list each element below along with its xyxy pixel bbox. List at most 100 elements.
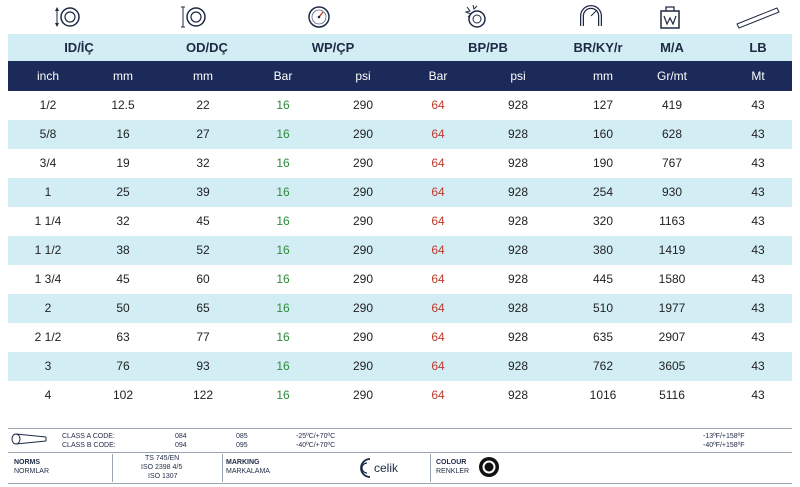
cell-bp-psi: 928 xyxy=(507,330,529,344)
cell-wp-bar: 16 xyxy=(276,272,290,286)
cell-inch: 5/8 xyxy=(39,127,57,141)
cell-od-mm: 22 xyxy=(196,98,210,112)
cell-bp-bar: 64 xyxy=(431,127,445,141)
colour-swatch-icon xyxy=(478,456,500,478)
cell-od-mm: 27 xyxy=(196,127,210,141)
header-ma: M/A xyxy=(660,40,684,55)
cell-bp-psi: 928 xyxy=(507,98,529,112)
header-id: ID/İÇ xyxy=(64,40,94,55)
cell-inch: 3/4 xyxy=(39,156,57,170)
cell-weight: 930 xyxy=(661,185,683,199)
cell-weight: 2907 xyxy=(658,330,686,344)
class-a-temp-f: -13ºF/+158ºF xyxy=(703,433,745,440)
cell-id-mm: 50 xyxy=(116,301,130,315)
brand-name: celik xyxy=(374,461,399,475)
cell-bp-bar: 64 xyxy=(431,301,445,315)
cell-bp-bar: 64 xyxy=(431,330,445,344)
cell-wp-psi: 290 xyxy=(352,359,374,373)
cell-od-mm: 45 xyxy=(196,214,210,228)
cell-bp-psi: 928 xyxy=(507,301,529,315)
unit-wp-bar: Bar xyxy=(273,69,293,83)
cell-wp-psi: 290 xyxy=(352,214,374,228)
table-row: 1 1/2 38 52 16 290 64 928 380 1419 43 xyxy=(8,236,792,265)
cell-bp-psi: 928 xyxy=(507,156,529,170)
cell-wp-psi: 290 xyxy=(352,301,374,315)
cell-length: 43 xyxy=(751,185,765,199)
cell-length: 43 xyxy=(751,98,765,112)
cell-od-mm: 77 xyxy=(196,330,210,344)
cell-id-mm: 25 xyxy=(116,185,130,199)
unit-length: Mt xyxy=(751,69,765,83)
bend-radius-icon xyxy=(577,4,605,30)
cell-inch: 1/2 xyxy=(39,98,57,112)
cell-br-mm: 160 xyxy=(592,127,614,141)
cell-wp-psi: 290 xyxy=(352,272,374,286)
cell-inch: 2 1/2 xyxy=(34,330,62,344)
cell-br-mm: 254 xyxy=(592,185,614,199)
norm-2: ISO 2398 4/5 xyxy=(141,464,183,471)
length-icon xyxy=(735,4,781,30)
cell-wp-bar: 16 xyxy=(276,127,290,141)
table-row: 3 76 93 16 290 64 928 762 3605 43 xyxy=(8,352,792,381)
cell-bp-bar: 64 xyxy=(431,243,445,257)
header-bp: BP/PB xyxy=(468,40,508,55)
cell-od-mm: 60 xyxy=(196,272,210,286)
cell-od-mm: 93 xyxy=(196,359,210,373)
cell-weight: 5116 xyxy=(659,388,685,402)
unit-od-mm: mm xyxy=(193,69,213,83)
cell-wp-bar: 16 xyxy=(276,301,290,315)
cell-wp-psi: 290 xyxy=(352,388,374,402)
table-row: 3/4 19 32 16 290 64 928 190 767 43 xyxy=(8,149,792,178)
cell-od-mm: 122 xyxy=(192,388,214,402)
cell-bp-bar: 64 xyxy=(431,185,445,199)
weight-icon xyxy=(656,4,684,30)
class-b-code1: 094 xyxy=(175,442,187,449)
unit-bp-psi: psi xyxy=(510,69,526,83)
cell-bp-psi: 928 xyxy=(507,127,529,141)
header-od: OD/DÇ xyxy=(186,40,228,55)
table-row: 2 1/2 63 77 16 290 64 928 635 2907 43 xyxy=(8,323,792,352)
marking-sub: MARKALAMA xyxy=(226,468,270,475)
cell-inch: 4 xyxy=(44,388,52,402)
cell-length: 43 xyxy=(751,301,765,315)
cell-bp-bar: 64 xyxy=(431,156,445,170)
cell-bp-bar: 64 xyxy=(431,359,445,373)
cell-weight: 1977 xyxy=(658,301,686,315)
class-a-label: CLASS A CODE: xyxy=(62,433,115,440)
unit-bp-bar: Bar xyxy=(428,69,448,83)
unit-inch: inch xyxy=(36,69,59,83)
cell-wp-psi: 290 xyxy=(352,185,374,199)
cell-length: 43 xyxy=(751,127,765,141)
cell-br-mm: 320 xyxy=(592,214,614,228)
norms-label: NORMS xyxy=(14,459,41,466)
table-row: 4 102 122 16 290 64 928 1016 5116 43 xyxy=(8,381,792,410)
cell-length: 43 xyxy=(751,388,765,402)
cell-bp-bar: 64 xyxy=(431,98,445,112)
pressure-gauge-icon xyxy=(305,4,333,30)
cell-wp-bar: 16 xyxy=(276,156,290,170)
cell-inch: 1 3/4 xyxy=(34,272,62,286)
cell-inch: 1 xyxy=(44,185,52,199)
cell-wp-bar: 16 xyxy=(276,98,290,112)
cell-weight: 628 xyxy=(661,127,683,141)
cell-id-mm: 63 xyxy=(116,330,130,344)
class-b-code2: 095 xyxy=(236,442,248,449)
inner-diameter-icon xyxy=(53,4,81,30)
cell-id-mm: 16 xyxy=(116,127,130,141)
cell-wp-bar: 16 xyxy=(276,359,290,373)
unit-wp-psi: psi xyxy=(355,69,371,83)
cell-length: 43 xyxy=(751,156,765,170)
class-b-temp-f: -40ºF/+158ºF xyxy=(703,442,745,449)
cell-weight: 767 xyxy=(661,156,683,170)
cell-weight: 419 xyxy=(661,98,683,112)
cell-wp-bar: 16 xyxy=(276,214,290,228)
table-row: 1 25 39 16 290 64 928 254 930 43 xyxy=(8,178,792,207)
cell-weight: 1163 xyxy=(659,214,685,228)
cell-weight: 3605 xyxy=(658,359,686,373)
cell-bp-psi: 928 xyxy=(507,214,529,228)
cell-br-mm: 762 xyxy=(592,359,614,373)
cell-br-mm: 127 xyxy=(592,98,614,112)
cell-wp-bar: 16 xyxy=(276,185,290,199)
cell-bp-psi: 928 xyxy=(507,185,529,199)
cell-inch: 2 xyxy=(44,301,52,315)
